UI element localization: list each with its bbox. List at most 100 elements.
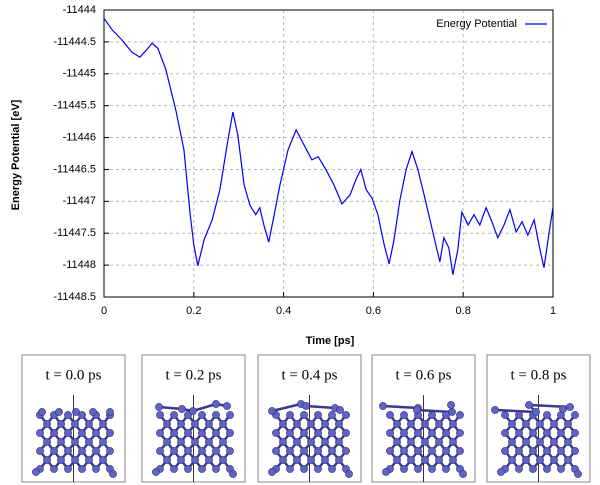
atom (448, 408, 456, 416)
atom (300, 447, 308, 455)
atom (515, 411, 523, 419)
atom (43, 420, 51, 428)
atom (557, 447, 565, 455)
atom (286, 429, 294, 437)
atom (223, 402, 231, 410)
atom (559, 405, 567, 413)
atom (78, 447, 86, 455)
atom (85, 420, 93, 428)
data-line (103, 17, 554, 275)
atom (386, 429, 394, 437)
atom (571, 429, 579, 437)
atom (89, 408, 97, 416)
atom (335, 456, 343, 464)
atom (413, 406, 421, 414)
atom (314, 447, 322, 455)
atom (456, 447, 464, 455)
atom (300, 429, 308, 437)
plot-frame (103, 9, 554, 298)
y-axis-label: Energy Potential [eV] (10, 99, 22, 210)
atom (515, 447, 523, 455)
y-tick-label: -11448 (63, 259, 96, 271)
y-tick-label: -11444 (63, 4, 96, 16)
atom (382, 468, 390, 476)
atom (550, 420, 558, 428)
atom (536, 420, 544, 428)
legend-label: Energy Potential (436, 18, 517, 30)
atom (212, 429, 220, 437)
atom (335, 438, 343, 446)
atom (328, 465, 336, 473)
y-tick-label: -11447.5 (53, 227, 96, 239)
atom (286, 465, 294, 473)
snapshot-panel: t = 0.4 ps (257, 354, 362, 483)
atom (36, 429, 44, 437)
atom (272, 447, 280, 455)
x-tick-label: 0.2 (186, 305, 201, 317)
y-tick-label: -11446.5 (53, 163, 96, 175)
snapshot-label: t = 0.4 ps (282, 367, 338, 383)
atom (435, 438, 443, 446)
atom (226, 429, 234, 437)
atom (501, 447, 509, 455)
atom (449, 456, 457, 464)
x-tick-label: 1 (550, 305, 556, 317)
atom (279, 438, 287, 446)
atom (198, 429, 206, 437)
atom (428, 429, 436, 437)
atom (307, 456, 315, 464)
atom (421, 456, 429, 464)
atom (435, 420, 443, 428)
atom (184, 429, 192, 437)
atom (328, 411, 336, 419)
atom (205, 420, 213, 428)
atom (428, 447, 436, 455)
snapshot-label: t = 0.2 ps (166, 367, 222, 383)
atom (557, 429, 565, 437)
atom (508, 420, 516, 428)
snapshot-label: t = 0.6 ps (396, 367, 452, 383)
atom (279, 420, 287, 428)
atom (501, 411, 509, 419)
atom (32, 468, 40, 476)
atom (532, 408, 540, 416)
atom (36, 447, 44, 455)
atom (156, 429, 164, 437)
atom (508, 456, 516, 464)
atom (268, 468, 276, 476)
atom (447, 401, 455, 409)
atom (212, 465, 220, 473)
atom (71, 438, 79, 446)
atom (522, 420, 530, 428)
atom (156, 447, 164, 455)
atom (571, 447, 579, 455)
atom (78, 465, 86, 473)
atom (57, 420, 65, 428)
atom (72, 408, 80, 416)
atom (400, 429, 408, 437)
y-tick-label: -11445.5 (53, 100, 96, 112)
atom (442, 465, 450, 473)
atom (50, 447, 58, 455)
atom (178, 405, 186, 413)
atom (198, 411, 206, 419)
atom (109, 470, 117, 478)
atom (522, 456, 530, 464)
atom (336, 406, 344, 414)
atom (71, 420, 79, 428)
atom (85, 456, 93, 464)
atom (226, 447, 234, 455)
atom (212, 411, 220, 419)
atom (170, 429, 178, 437)
atom (428, 411, 436, 419)
atom (170, 447, 178, 455)
x-tick-label: 0.8 (456, 305, 471, 317)
atom (57, 456, 65, 464)
atom (335, 420, 343, 428)
atom (328, 429, 336, 437)
atom (400, 465, 408, 473)
atom (212, 400, 220, 408)
bond (494, 408, 537, 414)
atom (407, 456, 415, 464)
atom (71, 456, 79, 464)
